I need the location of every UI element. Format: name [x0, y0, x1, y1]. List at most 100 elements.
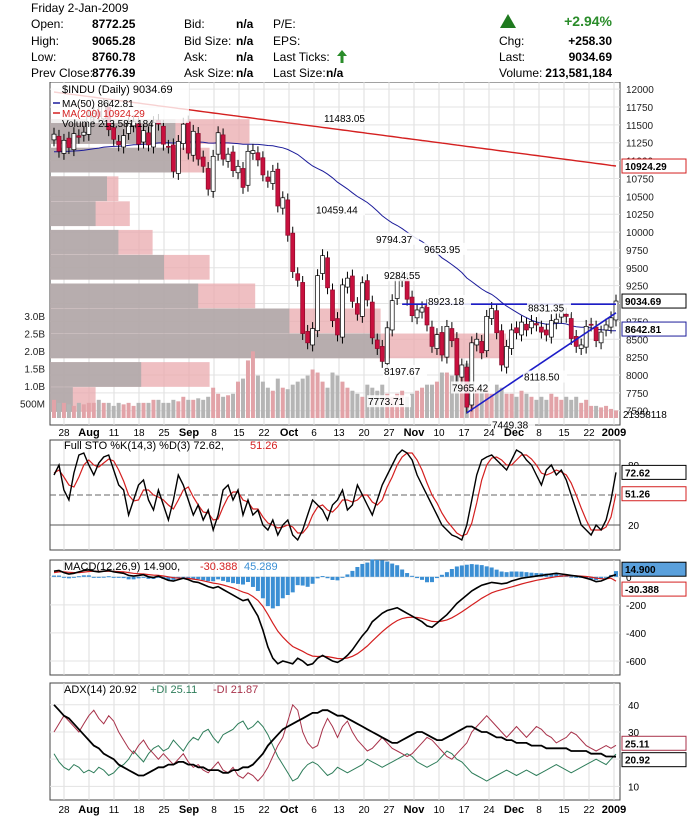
volume-tick-label: 3.0B	[24, 312, 45, 323]
volume-bar	[260, 381, 265, 418]
candle-body	[509, 329, 514, 349]
macd-signal-right-label: -30.388	[625, 585, 659, 596]
macd-histogram-bar	[469, 564, 474, 577]
macd-histogram-bar	[191, 576, 196, 580]
volume-bar	[425, 384, 430, 418]
macd-histogram-bar	[91, 576, 96, 578]
macd-histogram-bar	[250, 576, 255, 587]
adx-plus-di-line	[53, 703, 617, 782]
macd-histogram-bar	[71, 576, 76, 578]
candle-body	[190, 130, 196, 156]
volume-bar	[236, 381, 241, 418]
price-annotation: 8923.18	[428, 297, 465, 308]
volume-bar	[514, 396, 519, 418]
x-tick-label-top: 11	[109, 428, 120, 439]
vbp-down-bar	[50, 254, 164, 280]
x-tick-label-top: 15	[558, 428, 570, 439]
macd-histogram-bar	[340, 576, 345, 578]
volume-bar	[181, 396, 186, 418]
adx-label: ADX(14) 20.92	[64, 684, 137, 696]
macd-histogram-bar	[245, 576, 250, 583]
candle-body	[374, 339, 380, 349]
ask-value: n/a	[236, 50, 254, 64]
candle-body	[290, 232, 296, 272]
x-tick-label-bottom: 11	[109, 805, 120, 816]
ma50-right-label-box	[621, 321, 687, 337]
candle-body	[409, 296, 415, 317]
candle-body	[300, 282, 306, 334]
candle-body	[51, 133, 57, 141]
candle-body	[335, 318, 340, 336]
x-tick-label-bottom: Dec	[504, 804, 524, 816]
macd-histogram-bar	[166, 576, 171, 580]
volume-bar	[405, 396, 410, 418]
macd-histogram-bar	[599, 576, 604, 579]
annotation-bg	[375, 232, 419, 245]
sto-d-right-label: 51.26	[625, 490, 650, 501]
candle-body	[414, 309, 420, 319]
macd-histogram-bar	[81, 575, 86, 577]
volume-bar	[265, 387, 270, 418]
x-tick-label-top: 17	[458, 428, 470, 439]
volume-bar	[449, 375, 454, 418]
volume-bar	[529, 396, 534, 418]
x-tick-label-bottom: 18	[133, 805, 145, 816]
candle-body	[588, 323, 594, 326]
candle-body	[345, 277, 350, 288]
sto-d-value: 51.26	[250, 440, 278, 452]
price-tick-label: 10500	[626, 192, 654, 203]
candle-body	[350, 275, 355, 302]
x-tick-label-top: 28	[58, 428, 70, 439]
macd-histogram-bar	[56, 575, 61, 577]
candle-body	[200, 156, 206, 167]
macd-signal-line	[53, 570, 617, 660]
stock-chart: 1200011750115001125011000107501050010250…	[20, 82, 687, 816]
candle-body	[529, 321, 534, 329]
price-tick-label: 9750	[626, 246, 649, 257]
candle-body	[225, 153, 231, 162]
annotation-bg	[423, 242, 467, 255]
annotation-bg	[427, 295, 471, 308]
price-annotation: 8118.50	[524, 373, 560, 384]
volume-bar	[270, 390, 275, 418]
candle-body	[325, 257, 330, 289]
volume-bar	[81, 404, 86, 418]
change-label: Chg:	[499, 34, 525, 48]
price-annotation: 8831.35	[528, 304, 565, 315]
x-tick-label-top: Dec	[504, 427, 524, 439]
candle-body	[608, 317, 614, 328]
candle-body	[449, 328, 455, 342]
macd-histogram-bar	[415, 576, 420, 579]
macd-histogram-bar	[116, 576, 121, 578]
macd-histogram-bar	[76, 576, 81, 578]
volume-bar	[61, 402, 66, 418]
macd-signal-right-label-box	[621, 581, 687, 597]
adx-plus-label: +DI 25.11	[150, 684, 197, 696]
volume-bar	[429, 384, 434, 418]
legend-bg	[51, 83, 189, 123]
macd-histogram-bar	[549, 573, 554, 577]
candle-body	[76, 135, 82, 138]
macd-histogram-bar	[216, 576, 221, 580]
macd-histogram-bar	[136, 576, 141, 579]
volume-bar	[320, 381, 325, 418]
macd-histogram-bar	[52, 575, 56, 577]
adx-minus-di-line	[53, 720, 617, 782]
symbol-label: $INDU (Daily) 9034.69	[62, 84, 173, 96]
sto-k-right-label-box	[621, 464, 687, 480]
price-tick-label: 9500	[626, 264, 649, 275]
volume-bar	[494, 384, 499, 418]
volume-bar	[131, 405, 136, 418]
quote-date: Friday 2-Jan-2009	[31, 1, 129, 15]
x-tick-label-bottom: 6	[311, 805, 317, 816]
macd-right-label-box	[621, 561, 687, 577]
last-size-label: Last Size:	[273, 66, 326, 80]
percent-change: +2.94%	[564, 13, 612, 29]
annotation-bg	[527, 301, 571, 314]
last-size-value: n/a	[326, 66, 344, 80]
volume-bar	[126, 402, 131, 418]
eps-label: EPS:	[273, 34, 301, 48]
bid-value: n/a	[236, 17, 254, 31]
last-ticks-label: Last Ticks:	[273, 50, 330, 64]
volume-bar	[444, 372, 449, 418]
